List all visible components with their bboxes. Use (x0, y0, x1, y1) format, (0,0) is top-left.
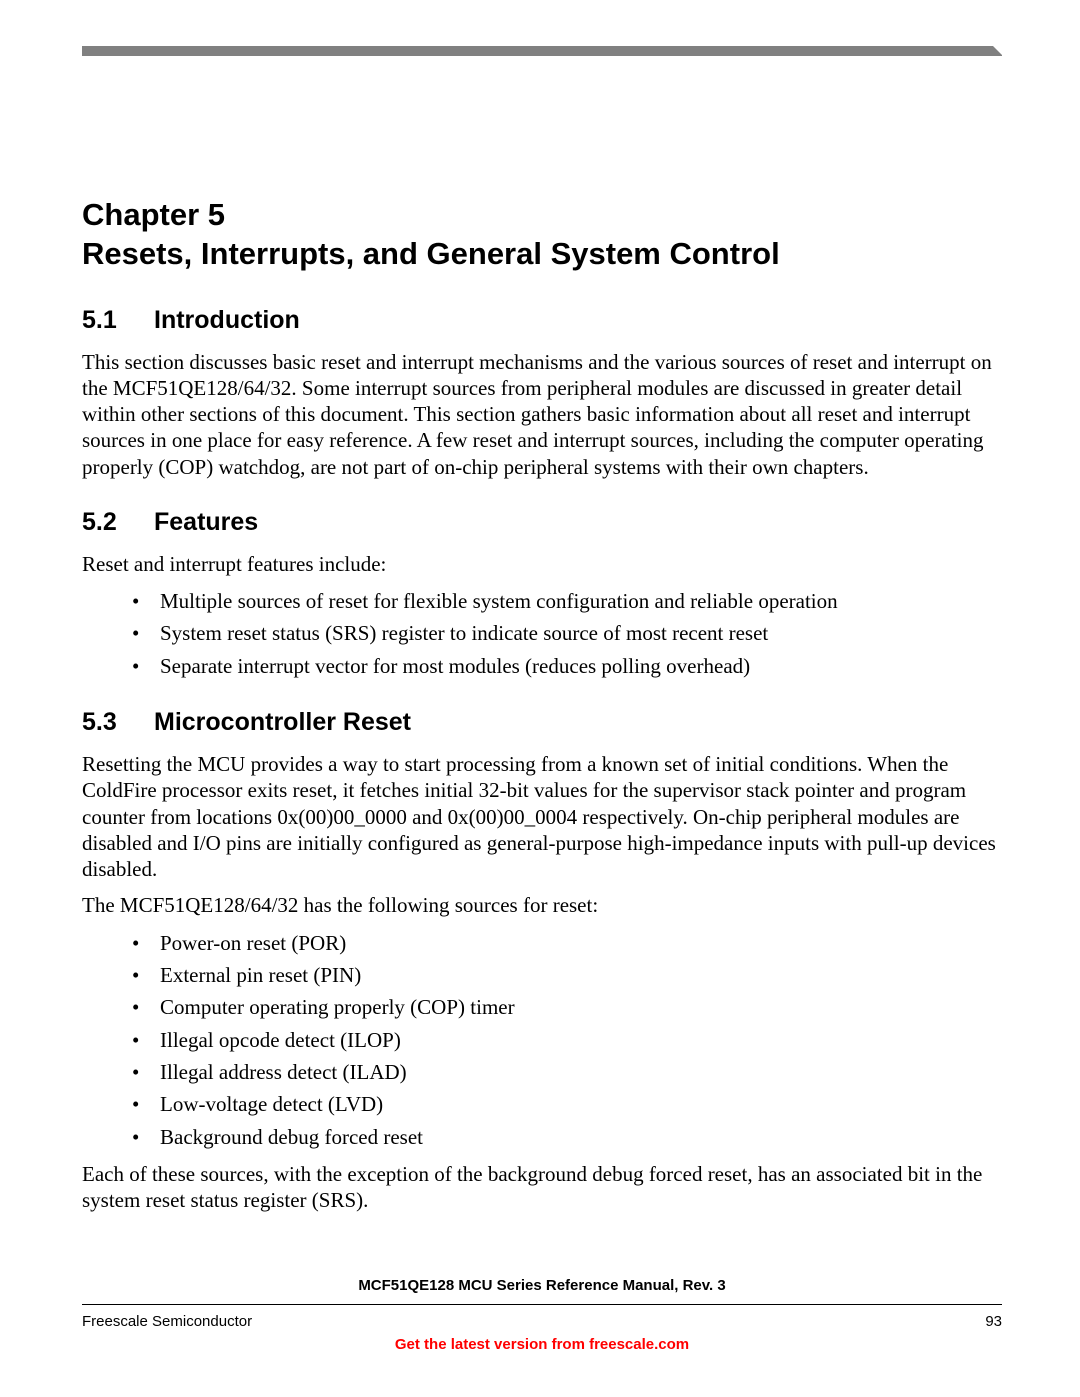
section-title: Introduction (154, 306, 300, 335)
chapter-name: Resets, Interrupts, and General System C… (82, 235, 1002, 274)
list-item: Background debug forced reset (82, 1123, 1002, 1151)
footer-link[interactable]: Get the latest version from freescale.co… (82, 1336, 1002, 1353)
list-item: Low-voltage detect (LVD) (82, 1090, 1002, 1118)
mcu-reset-para2: The MCF51QE128/64/32 has the following s… (82, 892, 1002, 918)
section-title: Features (154, 508, 258, 537)
footer-company: Freescale Semiconductor (82, 1313, 252, 1330)
footer-rule (82, 1304, 1002, 1305)
list-item: Illegal opcode detect (ILOP) (82, 1026, 1002, 1054)
list-item: Illegal address detect (ILAD) (82, 1058, 1002, 1086)
list-item: Power-on reset (POR) (82, 929, 1002, 957)
chapter-number: Chapter 5 (82, 196, 1002, 235)
list-item: Computer operating properly (COP) timer (82, 993, 1002, 1021)
chapter-title: Chapter 5 Resets, Interrupts, and Genera… (82, 196, 1002, 274)
mcu-reset-para1: Resetting the MCU provides a way to star… (82, 751, 1002, 882)
section-heading-5-2: 5.2 Features (82, 508, 1002, 537)
features-intro: Reset and interrupt features include: (82, 551, 1002, 577)
page-footer: MCF51QE128 MCU Series Reference Manual, … (82, 1277, 1002, 1353)
features-list: Multiple sources of reset for flexible s… (82, 587, 1002, 680)
footer-row: Freescale Semiconductor 93 (82, 1313, 1002, 1330)
intro-paragraph: This section discusses basic reset and i… (82, 349, 1002, 480)
footer-page-number: 93 (985, 1313, 1002, 1330)
section-heading-5-3: 5.3 Microcontroller Reset (82, 708, 1002, 737)
section-title: Microcontroller Reset (154, 708, 411, 737)
section-heading-5-1: 5.1 Introduction (82, 306, 1002, 335)
section-number: 5.2 (82, 508, 154, 537)
header-bar (82, 46, 1002, 56)
list-item: Separate interrupt vector for most modul… (82, 652, 1002, 680)
list-item: System reset status (SRS) register to in… (82, 619, 1002, 647)
page-content: Chapter 5 Resets, Interrupts, and Genera… (0, 0, 1080, 1213)
list-item: Multiple sources of reset for flexible s… (82, 587, 1002, 615)
section-number: 5.3 (82, 708, 154, 737)
reset-sources-list: Power-on reset (POR) External pin reset … (82, 929, 1002, 1151)
footer-manual-title: MCF51QE128 MCU Series Reference Manual, … (82, 1277, 1002, 1294)
mcu-reset-para3: Each of these sources, with the exceptio… (82, 1161, 1002, 1214)
list-item: External pin reset (PIN) (82, 961, 1002, 989)
section-number: 5.1 (82, 306, 154, 335)
